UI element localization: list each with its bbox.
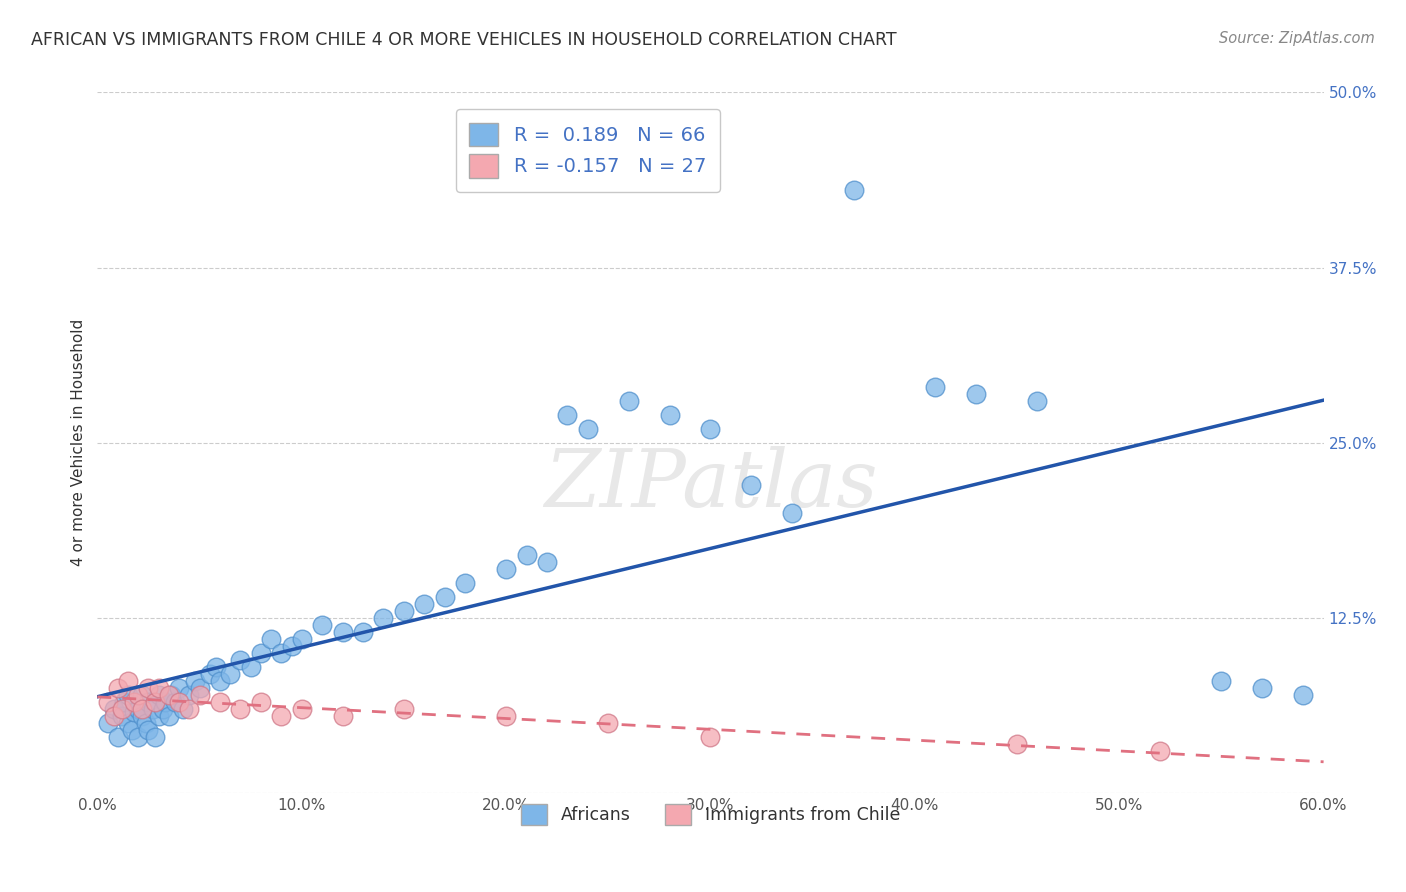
Point — [111, 702, 134, 716]
Point — [97, 715, 120, 730]
Point — [780, 506, 803, 520]
Point — [250, 695, 273, 709]
Point — [515, 548, 537, 562]
Point — [1251, 681, 1274, 695]
Point — [138, 723, 160, 737]
Point — [131, 709, 153, 723]
Point — [413, 597, 436, 611]
Point — [127, 688, 149, 702]
Point — [131, 702, 153, 716]
Point — [103, 709, 125, 723]
Point — [97, 695, 120, 709]
Point — [392, 702, 415, 716]
Point — [172, 702, 194, 716]
Point — [291, 632, 314, 646]
Point — [148, 681, 170, 695]
Point — [598, 715, 620, 730]
Point — [1149, 744, 1171, 758]
Point — [260, 632, 283, 646]
Legend: Africans, Immigrants from Chile: Africans, Immigrants from Chile — [512, 795, 910, 833]
Text: Source: ZipAtlas.com: Source: ZipAtlas.com — [1219, 31, 1375, 46]
Point — [107, 730, 129, 744]
Point — [205, 660, 228, 674]
Point — [188, 681, 211, 695]
Point — [103, 702, 125, 716]
Point — [291, 702, 314, 716]
Point — [135, 715, 157, 730]
Point — [617, 393, 640, 408]
Y-axis label: 4 or more Vehicles in Household: 4 or more Vehicles in Household — [72, 319, 86, 566]
Point — [219, 666, 242, 681]
Point — [280, 639, 302, 653]
Point — [311, 618, 333, 632]
Point — [163, 695, 186, 709]
Point — [270, 646, 292, 660]
Point — [117, 673, 139, 688]
Point — [122, 695, 145, 709]
Point — [143, 695, 166, 709]
Point — [198, 666, 221, 681]
Point — [208, 673, 231, 688]
Point — [1005, 737, 1028, 751]
Point — [924, 379, 946, 393]
Point — [179, 688, 201, 702]
Point — [373, 611, 395, 625]
Text: ZIPatlas: ZIPatlas — [544, 446, 877, 524]
Point — [122, 705, 145, 719]
Point — [153, 695, 176, 709]
Point — [454, 575, 477, 590]
Point — [229, 653, 252, 667]
Point — [148, 688, 170, 702]
Point — [1026, 393, 1049, 408]
Point — [229, 702, 252, 716]
Point — [1211, 673, 1233, 688]
Point — [250, 646, 273, 660]
Point — [167, 695, 190, 709]
Text: AFRICAN VS IMMIGRANTS FROM CHILE 4 OR MORE VEHICLES IN HOUSEHOLD CORRELATION CHA: AFRICAN VS IMMIGRANTS FROM CHILE 4 OR MO… — [31, 31, 897, 49]
Point — [699, 422, 721, 436]
Point — [117, 715, 139, 730]
Point — [392, 604, 415, 618]
Point — [138, 695, 160, 709]
Point — [495, 562, 517, 576]
Point — [332, 624, 354, 639]
Point — [557, 408, 579, 422]
Point — [143, 730, 166, 744]
Point — [157, 709, 180, 723]
Point — [148, 709, 170, 723]
Point — [188, 688, 211, 702]
Point — [433, 590, 456, 604]
Point — [495, 709, 517, 723]
Point — [107, 681, 129, 695]
Point — [576, 422, 599, 436]
Point — [112, 695, 135, 709]
Point — [332, 709, 354, 723]
Point — [111, 709, 134, 723]
Point — [117, 688, 139, 702]
Point — [152, 702, 174, 716]
Point — [740, 477, 762, 491]
Point — [121, 723, 143, 737]
Point — [157, 688, 180, 702]
Point — [965, 386, 987, 401]
Point — [208, 695, 231, 709]
Point — [184, 673, 207, 688]
Point — [131, 688, 153, 702]
Point — [138, 681, 160, 695]
Point — [699, 730, 721, 744]
Point — [141, 702, 163, 716]
Point — [239, 660, 262, 674]
Point — [1292, 688, 1315, 702]
Point — [352, 624, 374, 639]
Point — [160, 688, 183, 702]
Point — [658, 408, 681, 422]
Point — [167, 681, 190, 695]
Point — [127, 702, 149, 716]
Point — [127, 730, 149, 744]
Point — [179, 702, 201, 716]
Point — [536, 555, 558, 569]
Point — [270, 709, 292, 723]
Point — [842, 184, 865, 198]
